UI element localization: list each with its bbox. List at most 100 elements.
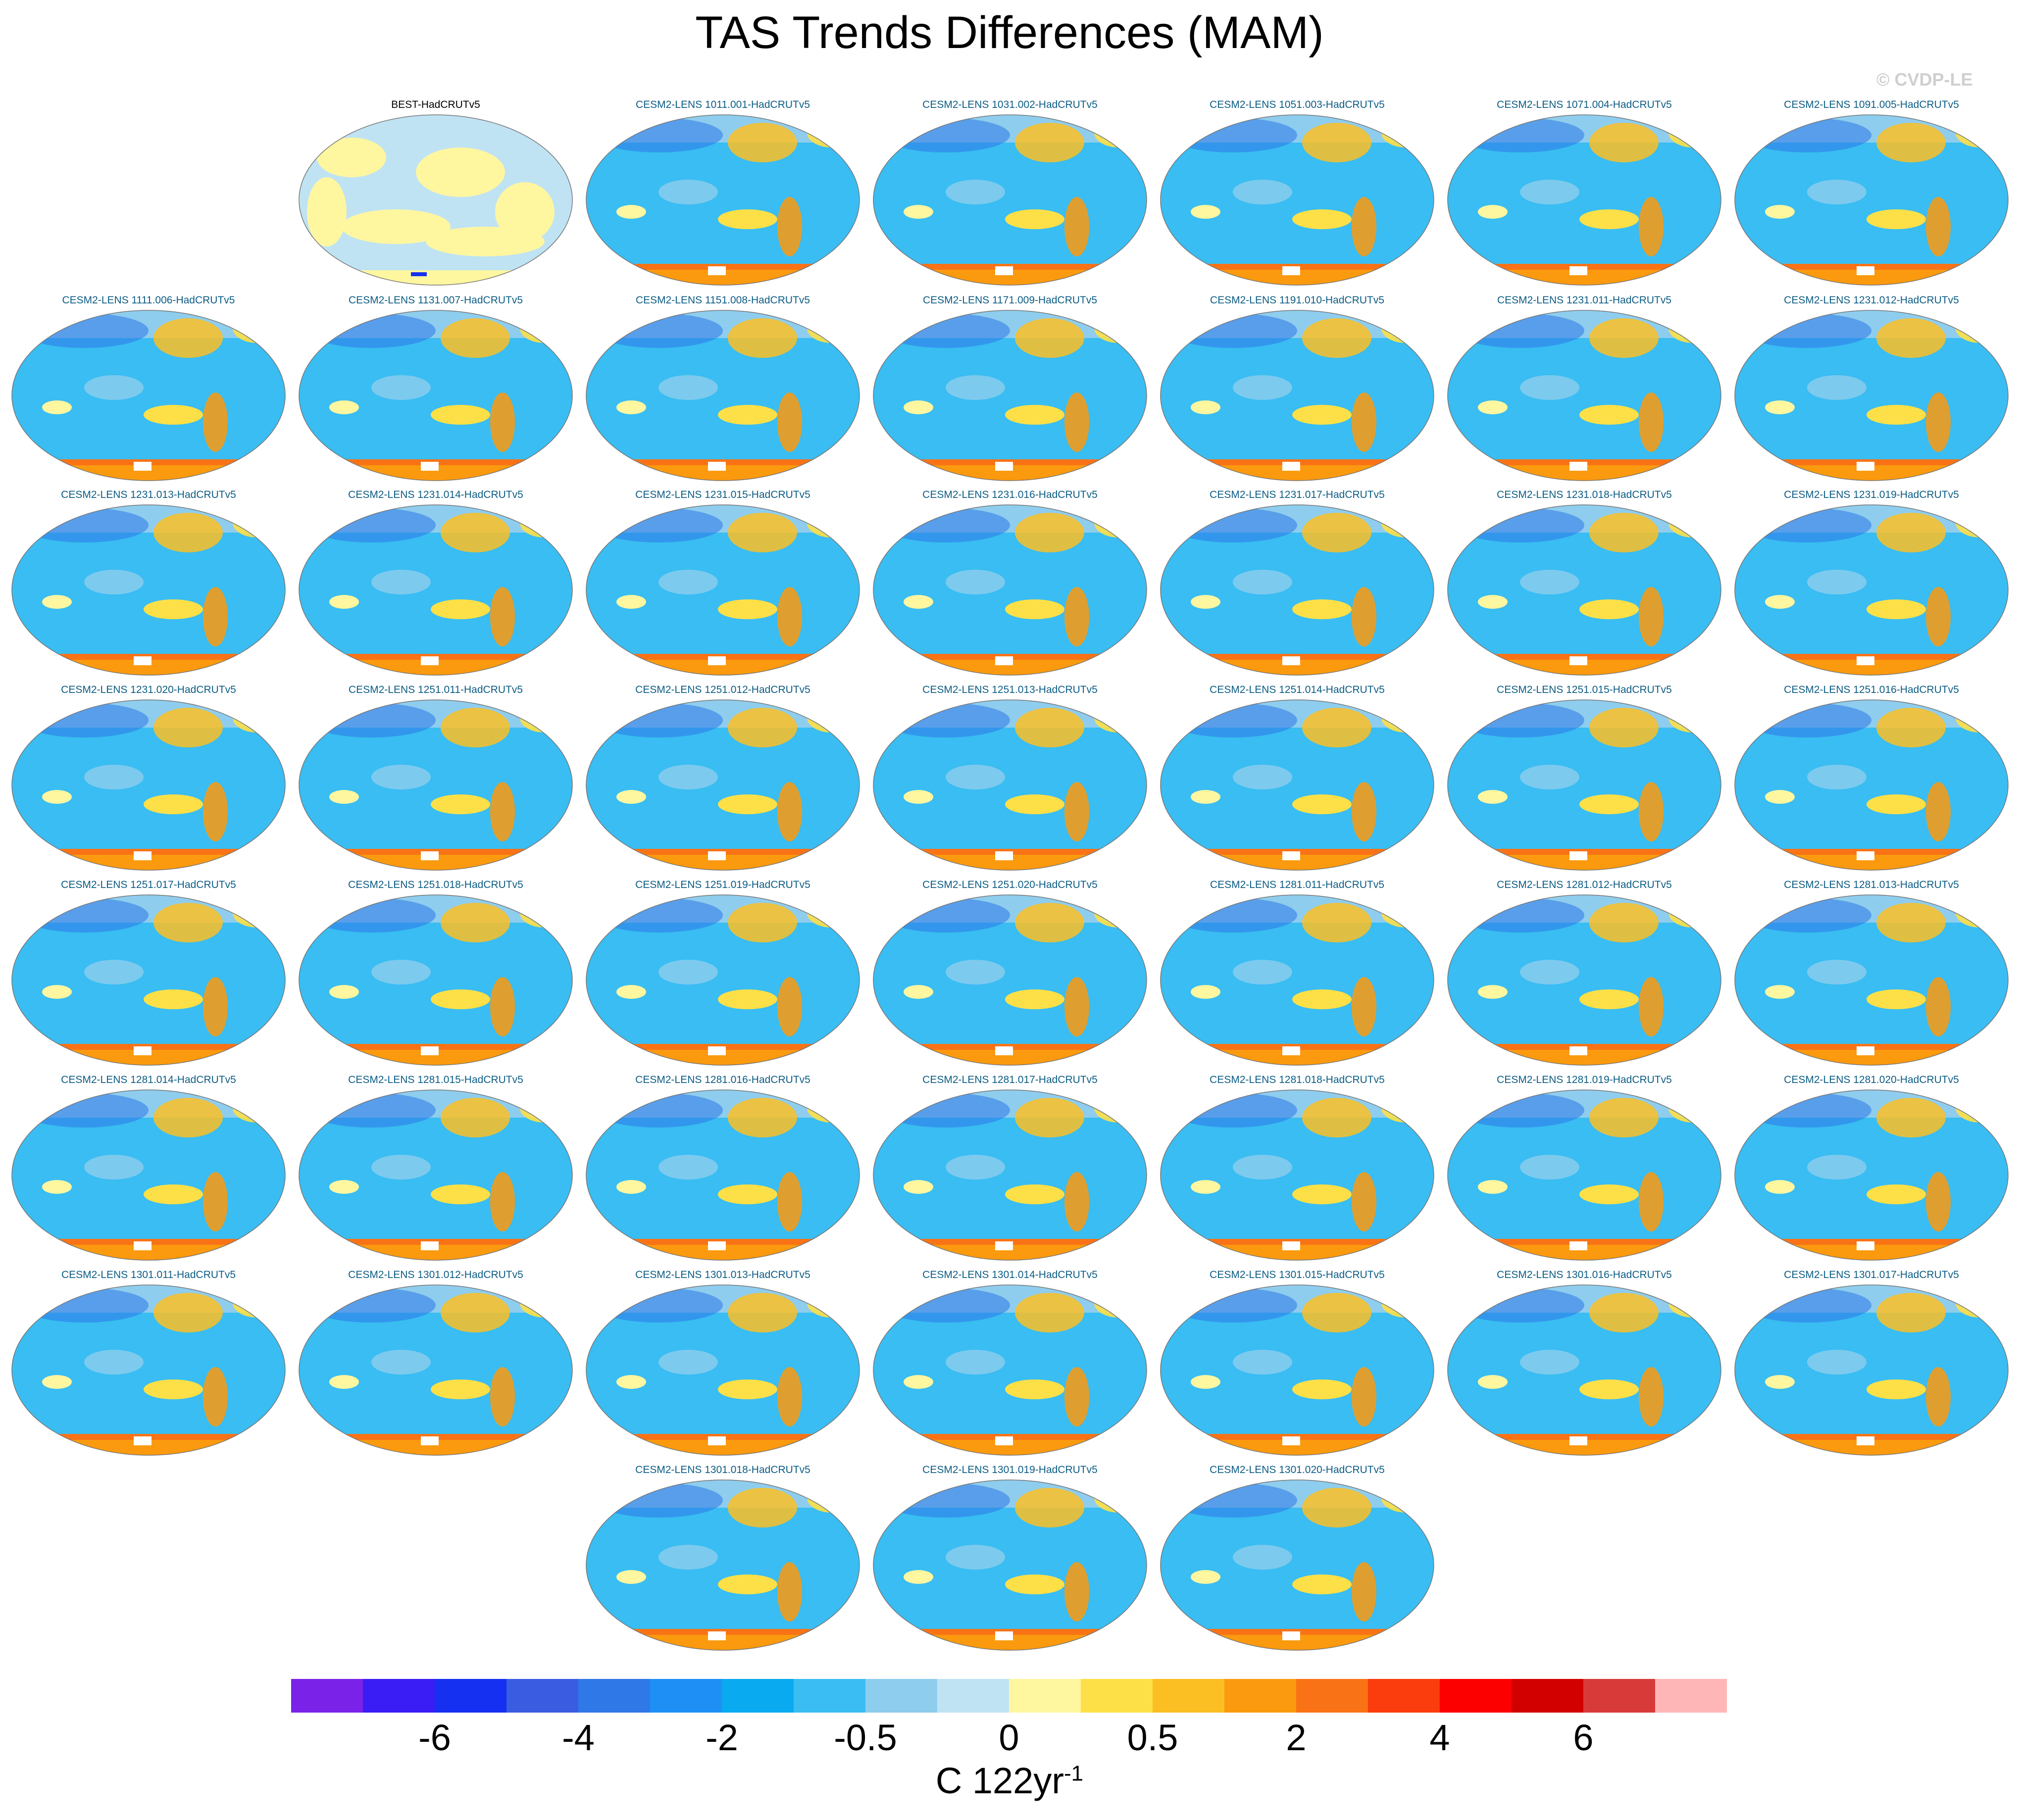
missing-data-patch [421, 1046, 439, 1055]
trend-blob [1168, 1093, 1297, 1128]
panel-title: CESM2-LENS 1251.012-HadCRUTv5 [635, 684, 810, 695]
trend-blob [658, 960, 718, 984]
panel-title: CESM2-LENS 1281.016-HadCRUTv5 [635, 1074, 810, 1085]
panel-title: BEST-HadCRUTv5 [391, 99, 480, 110]
panel-title: CESM2-LENS 1191.010-HadCRUTv5 [1210, 295, 1385, 306]
robinson-map [586, 894, 860, 1066]
trend-blob [1191, 1180, 1220, 1194]
trend-blob [153, 903, 223, 942]
trend-blob [728, 708, 797, 747]
trend-blob [1668, 1093, 1718, 1123]
robinson-map [11, 1284, 286, 1456]
trend-blob [881, 1093, 1010, 1128]
robinson-map [1734, 1089, 2009, 1261]
trend-blob [881, 703, 1010, 738]
trend-blob [1520, 570, 1579, 594]
arctic-band [1161, 1285, 1434, 1313]
trend-blob [371, 375, 431, 400]
arctic-band [1161, 1090, 1434, 1118]
trend-blob [1381, 1483, 1431, 1513]
trend-blob [1233, 1545, 1292, 1570]
missing-data-patch [1282, 1241, 1300, 1250]
copyright-watermark: © CVDP-LE [1876, 69, 1973, 90]
map-panel: CESM2-LENS 1231.013-HadCRUTv5 [5, 489, 292, 680]
colorbar-swatch [1440, 1679, 1512, 1713]
robinson-map [873, 504, 1147, 676]
robinson-map [1734, 114, 2009, 286]
map-panel: CESM2-LENS 1301.018-HadCRUTv5 [579, 1464, 866, 1655]
trend-blob [1015, 513, 1084, 552]
map-outline [11, 1284, 286, 1456]
trend-blob [881, 1288, 1010, 1323]
arctic-band [1161, 1480, 1434, 1508]
panel-title: CESM2-LENS 1281.019-HadCRUTv5 [1497, 1074, 1672, 1085]
missing-data-patch [134, 1241, 151, 1250]
trend-blob [616, 400, 646, 414]
trend-blob [1456, 118, 1584, 152]
trend-blob [1520, 1350, 1579, 1375]
trend-blob [1064, 393, 1089, 452]
map-panel: CESM2-LENS 1281.017-HadCRUTv5 [866, 1074, 1154, 1265]
map-panel: CESM2-LENS 1231.011-HadCRUTv5 [1441, 295, 1728, 485]
panel-title: CESM2-LENS 1231.016-HadCRUTv5 [922, 489, 1098, 500]
trend-blob [1064, 197, 1089, 256]
robinson-map [873, 1284, 1147, 1456]
robinson-map [11, 699, 286, 871]
colorbar-swatch [578, 1679, 651, 1713]
panel-title: CESM2-LENS 1171.009-HadCRUTv5 [922, 295, 1098, 306]
colorbar-tick-label: 2 [1286, 1717, 1307, 1758]
panel-title: CESM2-LENS 1251.011-HadCRUTv5 [348, 684, 523, 695]
trend-blob [1191, 595, 1220, 609]
figure-title: TAS Trends Differences (MAM) [695, 7, 1324, 58]
trend-blob [416, 148, 505, 197]
missing-data-patch [134, 462, 151, 471]
map-panel: CESM2-LENS 1251.015-HadCRUTv5 [1441, 684, 1728, 875]
robinson-map [1447, 1284, 1721, 1456]
trend-blob [881, 313, 1010, 348]
missing-data-patch [1569, 462, 1587, 471]
trend-blob [904, 985, 933, 999]
map-outline [873, 1479, 1147, 1651]
trend-blob [1381, 508, 1431, 538]
trend-blob [520, 1288, 569, 1318]
trend-blob [1807, 1350, 1867, 1375]
robinson-map [299, 1284, 573, 1456]
colorbar-tick-label: -2 [706, 1717, 738, 1758]
arctic-band [1735, 1285, 2008, 1313]
arctic-band [12, 700, 285, 728]
map-panel: CESM2-LENS 1281.018-HadCRUTv5 [1154, 1074, 1441, 1265]
arctic-band [12, 310, 285, 338]
map-panel: CESM2-LENS 1281.014-HadCRUTv5 [5, 1074, 292, 1265]
trend-blob [431, 794, 490, 814]
trend-blob [1381, 118, 1431, 148]
trend-blob [807, 508, 857, 538]
map-outline [1447, 310, 1721, 481]
trend-blob [307, 898, 436, 933]
trend-blob [1743, 313, 1871, 348]
trend-blob [20, 703, 149, 738]
trend-blob [658, 765, 718, 789]
trend-blob [1668, 313, 1718, 343]
trend-blob [1094, 1093, 1144, 1123]
map-outline [873, 504, 1147, 676]
map-panel: CESM2-LENS 1131.007-HadCRUTv5 [292, 295, 579, 485]
arctic-band [12, 1090, 285, 1118]
trend-blob [1191, 1375, 1220, 1389]
trend-blob [490, 1172, 515, 1231]
trend-blob [1743, 1093, 1871, 1128]
trend-blob [233, 313, 282, 343]
map-panel: CESM2-LENS 1251.014-HadCRUTv5 [1154, 684, 1441, 875]
trend-blob [42, 790, 72, 804]
map-outline [1734, 114, 2009, 286]
trend-blob [1579, 1379, 1639, 1399]
robinson-map [299, 699, 573, 871]
panel-title: CESM2-LENS 1301.019-HadCRUTv5 [922, 1464, 1098, 1476]
trend-blob [1765, 400, 1795, 414]
trend-blob [233, 508, 282, 538]
robinson-map [299, 310, 573, 481]
trend-blob [1064, 1172, 1089, 1231]
trend-blob [520, 313, 569, 343]
trend-blob [1168, 118, 1297, 152]
trend-blob [426, 227, 545, 256]
arctic-band [1735, 115, 2008, 143]
